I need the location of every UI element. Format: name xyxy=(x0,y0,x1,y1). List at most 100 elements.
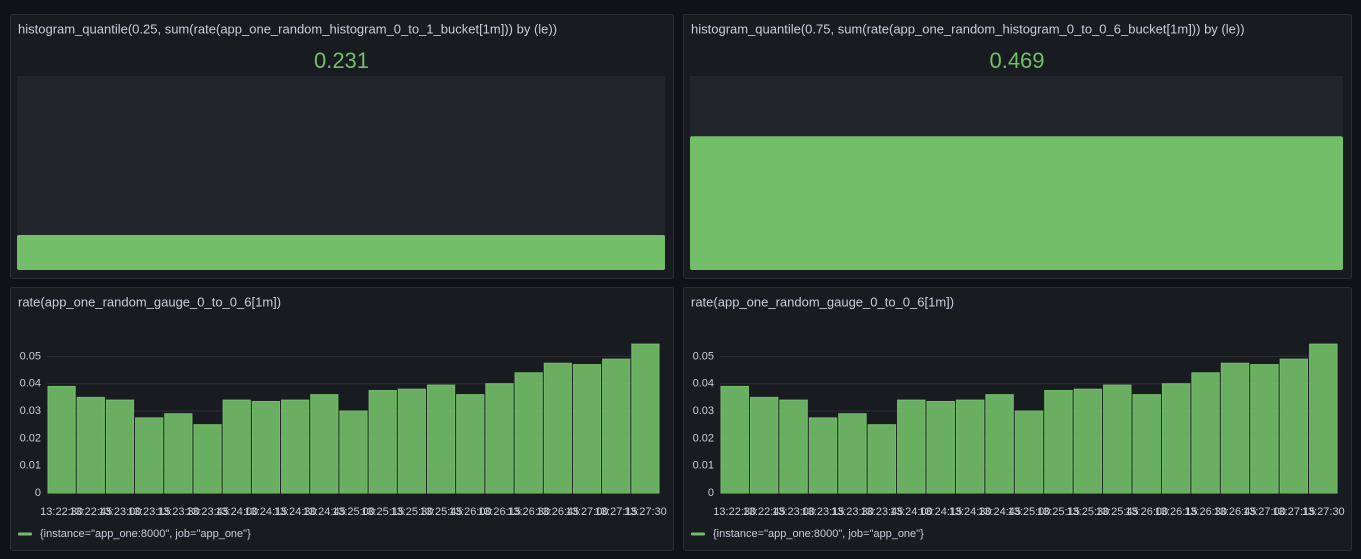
x-tick-label: 13:25:15 xyxy=(1037,506,1080,518)
legend-swatch xyxy=(18,532,32,536)
x-tick-label: 13:23:15 xyxy=(802,506,845,518)
x-tick-label: 13:22:30 xyxy=(40,506,83,518)
y-tick-label: 0.05 xyxy=(693,350,714,362)
x-tick-label: 13:23:45 xyxy=(860,506,903,518)
x-tick-label: 13:27:15 xyxy=(595,506,638,518)
y-tick-label: 0 xyxy=(35,487,41,499)
panel-title: histogram_quantile(0.25, sum(rate(app_on… xyxy=(18,21,557,36)
x-tick-label: 13:25:15 xyxy=(361,506,404,518)
bar xyxy=(838,413,867,494)
x-tick-label: 13:25:00 xyxy=(1008,506,1051,518)
x-tick-label: 13:26:45 xyxy=(1214,506,1257,518)
x-tick-label: 13:26:15 xyxy=(1155,506,1198,518)
bar xyxy=(867,424,897,494)
y-tick-label: 0.05 xyxy=(20,350,41,362)
bar xyxy=(1250,364,1279,494)
bar xyxy=(397,388,426,494)
x-tick-label: 13:23:45 xyxy=(186,506,229,518)
bar xyxy=(47,385,76,494)
x-tick-label: 13:23:30 xyxy=(831,506,874,518)
x-tick-label: 13:27:15 xyxy=(1272,506,1315,518)
bar xyxy=(135,417,164,494)
y-tick-label: 0.02 xyxy=(20,432,41,444)
panel-title: rate(app_one_random_gauge_0_to_0_6[1m]) xyxy=(18,294,281,309)
panel-title: rate(app_one_random_gauge_0_to_0_6[1m]) xyxy=(691,294,954,309)
bar xyxy=(456,394,485,494)
bar xyxy=(897,399,926,494)
bar xyxy=(368,390,397,494)
x-tick-label: 13:25:45 xyxy=(420,506,463,518)
bar xyxy=(222,399,251,494)
x-tick-label: 13:22:30 xyxy=(713,506,756,518)
y-tick-label: 0.04 xyxy=(693,378,714,390)
bar xyxy=(985,394,1014,494)
x-tick-label: 13:24:30 xyxy=(949,506,992,518)
bar xyxy=(426,384,456,494)
y-tick-label: 0.04 xyxy=(20,378,41,390)
x-tick-label: 13:24:45 xyxy=(978,506,1021,518)
bar xyxy=(281,399,310,494)
bar xyxy=(1132,394,1161,494)
bar xyxy=(1161,383,1191,494)
bar xyxy=(310,394,339,494)
x-tick-label: 13:22:45 xyxy=(743,506,786,518)
legend-label: {instance="app_one:8000", job="app_one"} xyxy=(713,528,924,540)
x-tick-label: 13:24:00 xyxy=(890,506,933,518)
x-tick-label: 13:26:00 xyxy=(1125,506,1168,518)
x-tick-label: 13:24:45 xyxy=(303,506,346,518)
x-tick-label: 13:25:00 xyxy=(332,506,375,518)
bar xyxy=(105,399,135,494)
bar xyxy=(1044,390,1073,494)
x-tick-label: 13:23:00 xyxy=(772,506,815,518)
legend-label: {instance="app_one:8000", job="app_one"} xyxy=(40,528,251,540)
bar xyxy=(1220,362,1250,494)
bar xyxy=(76,396,105,494)
x-tick-label: 13:26:45 xyxy=(536,506,579,518)
x-tick-label: 13:23:15 xyxy=(128,506,171,518)
x-tick-label: 13:23:30 xyxy=(157,506,200,518)
x-tick-label: 13:26:15 xyxy=(478,506,521,518)
x-tick-label: 13:27:00 xyxy=(1243,506,1286,518)
x-tick-label: 13:26:30 xyxy=(1184,506,1227,518)
bar xyxy=(955,399,985,494)
bar xyxy=(164,413,193,494)
bar xyxy=(485,383,514,494)
bar xyxy=(514,372,543,494)
y-tick-label: 0.02 xyxy=(693,432,714,444)
x-tick-label: 13:25:45 xyxy=(1096,506,1139,518)
x-tick-label: 13:25:30 xyxy=(390,506,433,518)
bar xyxy=(749,396,779,494)
bar xyxy=(808,417,838,494)
x-tick-label: 13:23:00 xyxy=(99,506,142,518)
bar xyxy=(779,399,808,494)
y-tick-label: 0.03 xyxy=(693,405,714,417)
x-tick-label: 13:24:30 xyxy=(274,506,317,518)
x-tick-label: 13:24:15 xyxy=(919,506,962,518)
bar xyxy=(251,400,281,494)
bar xyxy=(193,424,222,494)
bar xyxy=(1103,384,1132,494)
x-tick-label: 13:26:00 xyxy=(449,506,492,518)
bar xyxy=(1073,388,1103,494)
x-tick-label: 13:27:30 xyxy=(624,506,667,518)
x-tick-label: 13:24:15 xyxy=(245,506,288,518)
y-tick-label: 0 xyxy=(708,487,714,499)
bar xyxy=(543,362,572,494)
x-tick-label: 13:26:30 xyxy=(507,506,550,518)
bar xyxy=(339,410,368,494)
x-tick-label: 13:27:30 xyxy=(1302,506,1345,518)
gauge-bar xyxy=(690,136,1343,270)
bar xyxy=(720,385,749,494)
gauge-value: 0.469 xyxy=(989,48,1044,73)
legend-swatch xyxy=(691,532,705,536)
x-tick-label: 13:25:30 xyxy=(1066,506,1109,518)
bar xyxy=(926,400,955,494)
panel-title: histogram_quantile(0.75, sum(rate(app_on… xyxy=(691,21,1245,36)
gauge-value: 0.231 xyxy=(314,48,369,73)
y-tick-label: 0.01 xyxy=(20,460,41,472)
bar xyxy=(1014,410,1044,494)
gauge-bar xyxy=(17,234,665,270)
bar xyxy=(1279,358,1309,494)
bar xyxy=(631,343,660,494)
